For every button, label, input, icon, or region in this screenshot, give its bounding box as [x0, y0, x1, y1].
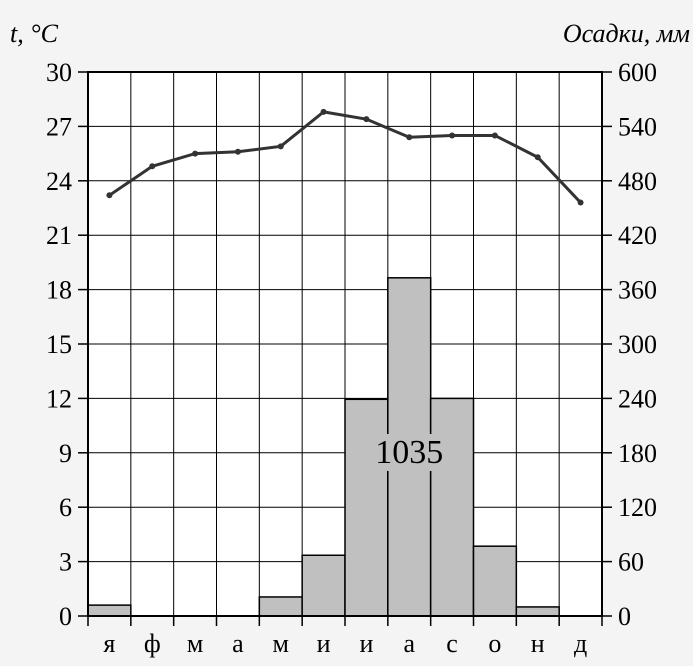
precipitation-bar [258, 596, 303, 617]
precipitation-bar [429, 397, 475, 617]
right-axis-tick-label: 540 [618, 112, 657, 141]
temperature-point [449, 132, 456, 139]
left-axis-tick-label: 6 [59, 493, 72, 522]
right-axis-tick-label: 60 [618, 548, 644, 577]
month-label: и [359, 629, 373, 658]
left-axis-tick-label: 30 [46, 58, 72, 87]
month-label: д [574, 629, 587, 658]
precipitation-bar [301, 554, 346, 617]
total-label-background [372, 434, 447, 471]
precipitation-bar [87, 604, 132, 617]
right-axis-tick-label: 360 [618, 276, 657, 305]
temperature-line [108, 110, 582, 204]
month-label: м [273, 629, 289, 658]
left-axis-title: t, °C [10, 19, 59, 48]
temperature-point [534, 154, 541, 161]
precipitation-bar [515, 606, 560, 617]
month-label: а [232, 629, 244, 658]
right-axis-tick-label: 120 [618, 493, 657, 522]
left-axis-tick-label: 15 [46, 330, 72, 359]
right-axis-tick-label: 300 [618, 330, 657, 359]
precipitation-bar [472, 545, 518, 617]
month-label: я [103, 629, 115, 658]
temperature-point [406, 134, 413, 141]
month-label: м [187, 629, 203, 658]
month-label: и [317, 629, 331, 658]
precipitation-total-label: 1035 [375, 434, 443, 471]
right-axis-tick-label: 0 [618, 602, 631, 631]
left-axis-tick-label: 0 [59, 602, 72, 631]
right-axis-title: Осадки, мм [563, 19, 690, 48]
month-label: о [488, 629, 501, 658]
right-axis-tick-label: 420 [618, 221, 657, 250]
temperature-point [149, 163, 156, 170]
month-label: с [446, 629, 458, 658]
temperature-point [491, 132, 498, 139]
right-axis-tick-label: 600 [618, 58, 657, 87]
month-label: н [531, 629, 545, 658]
temperature-point [577, 199, 584, 206]
left-axis-tick-label: 21 [46, 221, 72, 250]
left-axis-tick-label: 18 [46, 276, 72, 305]
right-axis-tick-label: 180 [618, 439, 657, 468]
left-axis-tick-label: 3 [59, 548, 72, 577]
temperature-point [277, 143, 284, 150]
left-axis-tick-label: 27 [46, 112, 72, 141]
temperature-point [192, 150, 199, 157]
left-axis-tick-label: 9 [59, 439, 72, 468]
month-label: ф [144, 629, 161, 658]
precipitation-bar [344, 398, 389, 617]
left-axis-tick-label: 12 [46, 384, 72, 413]
right-axis-tick-label: 240 [618, 384, 657, 413]
temperature-point [234, 148, 241, 155]
temperature-point [363, 116, 370, 123]
left-axis-tick-label: 24 [46, 167, 72, 196]
temperature-point [106, 192, 113, 199]
temperature-point [320, 108, 327, 115]
right-axis-tick-label: 480 [618, 167, 657, 196]
month-label: а [403, 629, 415, 658]
